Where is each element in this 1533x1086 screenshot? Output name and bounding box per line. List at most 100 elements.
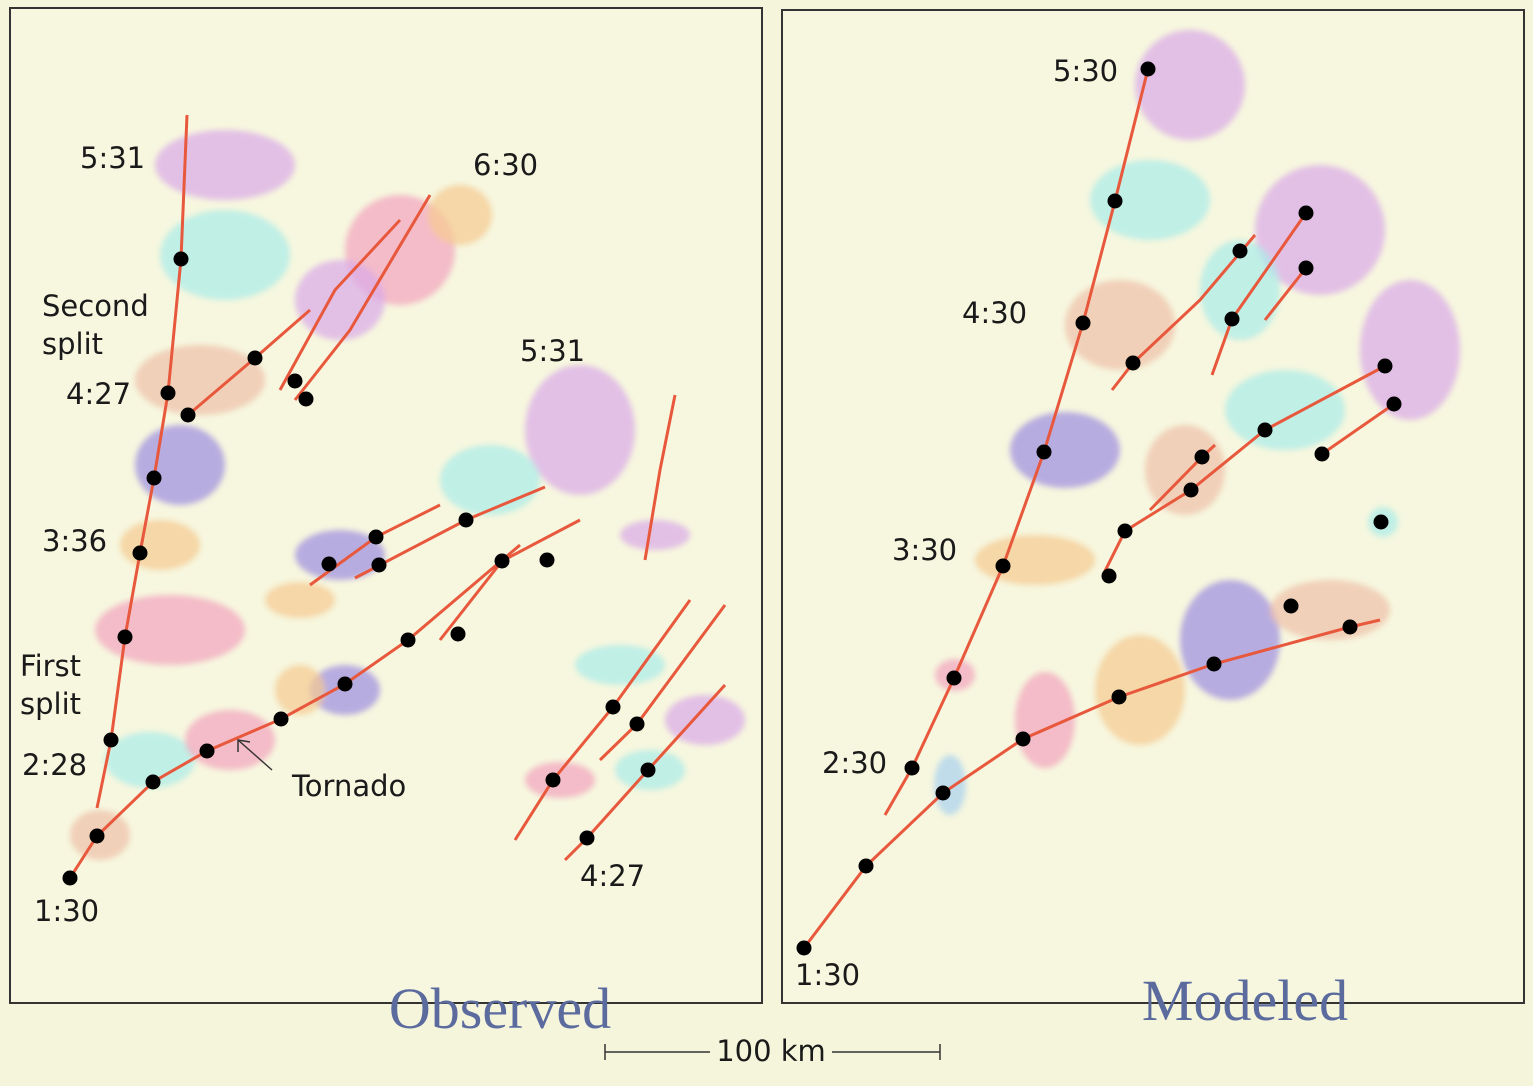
time-label: 1:30 — [795, 958, 860, 992]
echo — [1135, 30, 1245, 140]
storm-position — [321, 556, 337, 572]
time-label: 5:31 — [80, 141, 145, 175]
echo — [1015, 672, 1075, 768]
track — [68, 543, 521, 879]
echo — [295, 530, 385, 580]
echo — [575, 645, 665, 685]
storm-position — [545, 772, 561, 788]
storm-position — [494, 553, 510, 569]
storm-position — [1117, 523, 1133, 539]
echo — [620, 520, 690, 550]
time-label: 5:31 — [520, 334, 585, 368]
echo — [295, 260, 385, 340]
echo — [1145, 425, 1225, 515]
track — [643, 394, 677, 561]
storm-position — [1224, 311, 1240, 327]
track — [563, 683, 727, 862]
echo — [1010, 412, 1120, 488]
storm-position — [180, 407, 196, 423]
track — [278, 218, 402, 391]
echo — [135, 425, 225, 505]
storm-position — [1125, 355, 1141, 371]
storm-position — [1386, 396, 1402, 412]
panel-title: Observed — [389, 976, 611, 1041]
time-label: 4:27 — [580, 859, 645, 893]
time-label: 4:30 — [962, 296, 1027, 330]
storm-position — [160, 385, 176, 401]
panel-title: Modeled — [1142, 968, 1348, 1033]
storm-positions — [62, 61, 1402, 956]
storm-position — [605, 699, 621, 715]
echo — [934, 755, 966, 815]
storm-position — [579, 830, 595, 846]
storm-position — [1111, 689, 1127, 705]
storm-position — [199, 743, 215, 759]
storm-position — [1206, 656, 1222, 672]
storm-position — [458, 512, 474, 528]
echo — [95, 595, 245, 665]
scale-label: 100 km — [716, 1034, 826, 1068]
time-label: 4:27 — [66, 377, 131, 411]
storm-position — [1036, 444, 1052, 460]
time-label: 1:30 — [34, 894, 99, 928]
storm-position — [1257, 422, 1273, 438]
storm-position — [1140, 61, 1156, 77]
storm-position — [995, 558, 1011, 574]
storm-position — [1298, 260, 1314, 276]
echo — [160, 210, 290, 300]
storm-position — [1107, 193, 1123, 209]
time-label: 2:30 — [822, 746, 887, 780]
track — [802, 618, 1381, 949]
time-label: 5:30 — [1053, 54, 1118, 88]
storm-position — [89, 828, 105, 844]
echo — [1180, 580, 1280, 700]
echo — [428, 185, 492, 245]
storm-position — [1194, 449, 1210, 465]
track — [513, 599, 692, 841]
storm-position — [1298, 205, 1314, 221]
storm-position — [287, 373, 303, 389]
annotation: First — [20, 649, 81, 683]
time-label: 6:30 — [473, 148, 538, 182]
arrow — [237, 739, 273, 771]
echo — [1360, 280, 1460, 420]
echo — [975, 535, 1095, 585]
annotation: split — [42, 327, 103, 361]
storm-position — [337, 676, 353, 692]
time-label: 3:36 — [42, 524, 107, 558]
storm-position — [368, 529, 384, 545]
echo — [265, 582, 335, 618]
storm-position — [450, 626, 466, 642]
time-label: 3:30 — [892, 533, 957, 567]
storm-position — [1075, 315, 1091, 331]
track — [95, 114, 189, 809]
storm-position — [371, 557, 387, 573]
storm-position — [173, 251, 189, 267]
echo — [440, 445, 540, 515]
storm-position — [400, 632, 416, 648]
annotation: Tornado — [291, 769, 406, 803]
annotation: Second — [42, 289, 149, 323]
scale-bar: 100 km — [604, 1034, 941, 1068]
storm-position — [1183, 482, 1199, 498]
storm-position — [1232, 243, 1248, 259]
track — [293, 194, 432, 401]
echo — [665, 695, 745, 745]
storm-position — [1015, 731, 1031, 747]
track — [1110, 234, 1257, 391]
echo — [1200, 240, 1280, 340]
storm-position — [298, 391, 314, 407]
track — [1263, 267, 1308, 321]
echo — [525, 365, 635, 495]
storm-position — [1314, 446, 1330, 462]
storm-position — [132, 545, 148, 561]
storm-position — [146, 470, 162, 486]
storm-position — [946, 670, 962, 686]
storm-position — [1101, 568, 1117, 584]
storm-position — [117, 629, 133, 645]
storm-position — [796, 940, 812, 956]
storm-position — [1283, 598, 1299, 614]
storm-position — [629, 716, 645, 732]
storm-position — [935, 785, 951, 801]
